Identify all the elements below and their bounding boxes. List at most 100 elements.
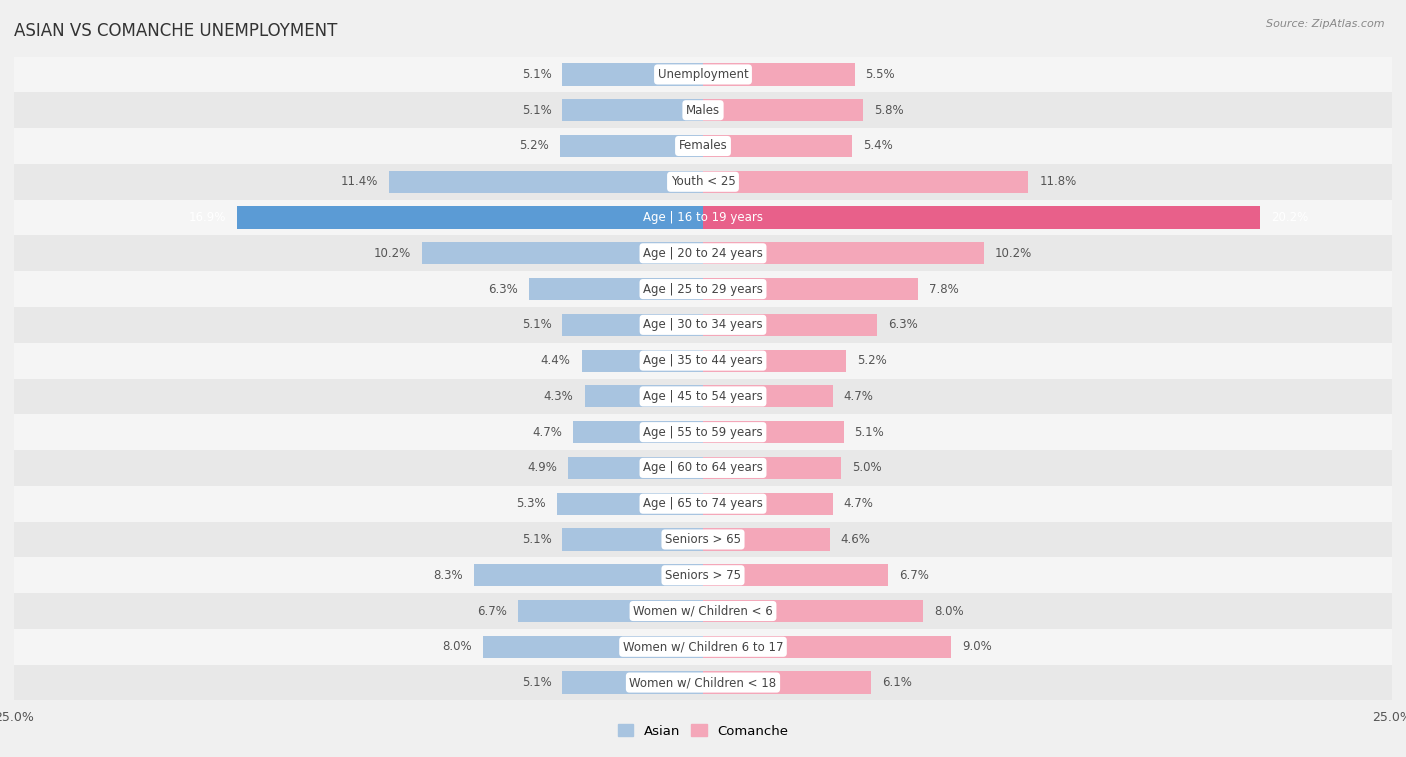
Bar [14, 665, 1392, 700]
Text: 20.2%: 20.2% [1271, 211, 1308, 224]
Bar [474, 564, 703, 587]
Text: Age | 20 to 24 years: Age | 20 to 24 years [643, 247, 763, 260]
Text: 4.6%: 4.6% [841, 533, 870, 546]
Text: 5.2%: 5.2% [858, 354, 887, 367]
Bar [14, 343, 1392, 378]
Bar [14, 307, 1392, 343]
Text: 4.9%: 4.9% [527, 462, 557, 475]
Bar [14, 128, 1392, 164]
Bar [560, 135, 703, 157]
Bar [585, 385, 703, 407]
Text: Age | 30 to 34 years: Age | 30 to 34 years [643, 319, 763, 332]
Bar [14, 629, 1392, 665]
Text: Age | 16 to 19 years: Age | 16 to 19 years [643, 211, 763, 224]
Text: ASIAN VS COMANCHE UNEMPLOYMENT: ASIAN VS COMANCHE UNEMPLOYMENT [14, 22, 337, 40]
Text: 6.3%: 6.3% [887, 319, 917, 332]
Text: 5.1%: 5.1% [522, 104, 551, 117]
Bar [703, 207, 1260, 229]
Legend: Asian, Comanche: Asian, Comanche [613, 719, 793, 743]
Text: 8.0%: 8.0% [935, 605, 965, 618]
Bar [14, 486, 1392, 522]
Text: 5.1%: 5.1% [522, 676, 551, 689]
Bar [703, 493, 832, 515]
Text: Unemployment: Unemployment [658, 68, 748, 81]
Bar [703, 528, 830, 550]
Bar [14, 450, 1392, 486]
Bar [562, 313, 703, 336]
Bar [703, 671, 872, 693]
Bar [14, 57, 1392, 92]
Bar [389, 170, 703, 193]
Bar [238, 207, 703, 229]
Text: 10.2%: 10.2% [374, 247, 411, 260]
Text: 7.8%: 7.8% [929, 282, 959, 295]
Text: 5.8%: 5.8% [875, 104, 904, 117]
Bar [562, 671, 703, 693]
Text: 5.5%: 5.5% [866, 68, 896, 81]
Bar [703, 278, 918, 301]
Bar [703, 350, 846, 372]
Bar [703, 456, 841, 479]
Bar [703, 242, 984, 264]
Text: Women w/ Children < 18: Women w/ Children < 18 [630, 676, 776, 689]
Text: Age | 60 to 64 years: Age | 60 to 64 years [643, 462, 763, 475]
Bar [703, 135, 852, 157]
Text: 4.7%: 4.7% [533, 425, 562, 438]
Text: 4.7%: 4.7% [844, 390, 873, 403]
Text: 6.7%: 6.7% [478, 605, 508, 618]
Text: Women w/ Children < 6: Women w/ Children < 6 [633, 605, 773, 618]
Text: Males: Males [686, 104, 720, 117]
Text: 6.7%: 6.7% [898, 569, 928, 581]
Text: Age | 25 to 29 years: Age | 25 to 29 years [643, 282, 763, 295]
Text: 4.3%: 4.3% [544, 390, 574, 403]
Text: 8.3%: 8.3% [433, 569, 463, 581]
Bar [14, 164, 1392, 200]
Text: 5.1%: 5.1% [522, 68, 551, 81]
Bar [582, 350, 703, 372]
Text: Seniors > 75: Seniors > 75 [665, 569, 741, 581]
Bar [14, 378, 1392, 414]
Text: 9.0%: 9.0% [962, 640, 991, 653]
Text: Females: Females [679, 139, 727, 152]
Bar [14, 414, 1392, 450]
Text: 5.3%: 5.3% [516, 497, 546, 510]
Text: Age | 55 to 59 years: Age | 55 to 59 years [643, 425, 763, 438]
Bar [703, 385, 832, 407]
Text: 5.1%: 5.1% [522, 319, 551, 332]
Bar [519, 600, 703, 622]
Text: 11.8%: 11.8% [1039, 176, 1077, 188]
Text: Source: ZipAtlas.com: Source: ZipAtlas.com [1267, 19, 1385, 29]
Text: 5.0%: 5.0% [852, 462, 882, 475]
Text: 6.3%: 6.3% [489, 282, 519, 295]
Bar [14, 200, 1392, 235]
Text: 11.4%: 11.4% [340, 176, 378, 188]
Bar [14, 522, 1392, 557]
Text: 5.4%: 5.4% [863, 139, 893, 152]
Bar [703, 64, 855, 86]
Text: Women w/ Children 6 to 17: Women w/ Children 6 to 17 [623, 640, 783, 653]
Text: 4.7%: 4.7% [844, 497, 873, 510]
Text: 6.1%: 6.1% [882, 676, 912, 689]
Bar [562, 64, 703, 86]
Bar [574, 421, 703, 444]
Bar [703, 564, 887, 587]
Text: 10.2%: 10.2% [995, 247, 1032, 260]
Bar [562, 99, 703, 121]
Bar [14, 271, 1392, 307]
Bar [568, 456, 703, 479]
Bar [703, 421, 844, 444]
Text: 5.2%: 5.2% [519, 139, 548, 152]
Bar [482, 636, 703, 658]
Bar [562, 528, 703, 550]
Text: Age | 45 to 54 years: Age | 45 to 54 years [643, 390, 763, 403]
Bar [14, 92, 1392, 128]
Bar [703, 600, 924, 622]
Text: Age | 65 to 74 years: Age | 65 to 74 years [643, 497, 763, 510]
Text: 5.1%: 5.1% [522, 533, 551, 546]
Text: Age | 35 to 44 years: Age | 35 to 44 years [643, 354, 763, 367]
Text: 16.9%: 16.9% [188, 211, 226, 224]
Bar [703, 636, 950, 658]
Bar [530, 278, 703, 301]
Text: Seniors > 65: Seniors > 65 [665, 533, 741, 546]
Text: Youth < 25: Youth < 25 [671, 176, 735, 188]
